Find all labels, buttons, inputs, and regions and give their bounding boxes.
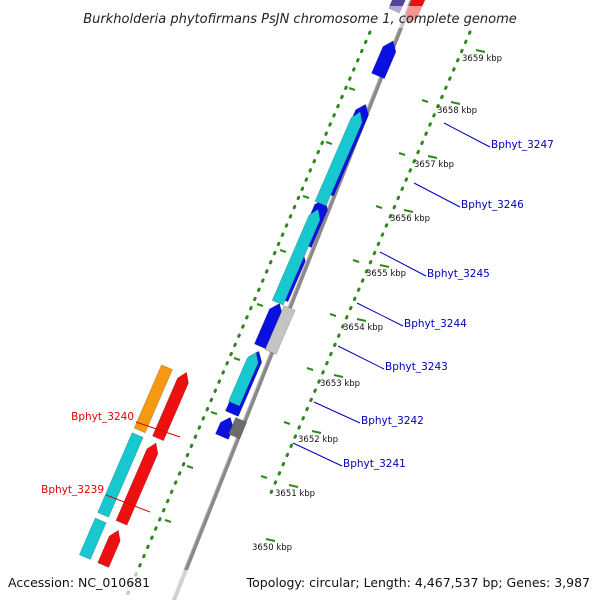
tick: 3654 kbp [343,318,383,333]
minor-tick [186,465,194,469]
minor-tick [279,249,287,253]
reverse-gene-arrow [78,517,107,560]
label-leader-line [292,442,343,467]
minor-tick [233,357,241,361]
minor-tick [256,303,264,307]
minor-tick [306,367,314,371]
gene-label: Bphyt_3240 [71,411,134,423]
label-leader-line [443,122,491,148]
tick-label: 3658 kbp [437,106,477,116]
gene-labels: Bphyt_3247 Bphyt_3246 Bphyt_3245 Bphyt_3244… [41,139,554,496]
minor-tick [164,519,172,523]
misc-feature-block [228,417,248,440]
label-leader-line [313,401,361,424]
tick: 3657 kbp [414,155,454,170]
label-leader-line [135,421,181,438]
reverse-gene-arrow [97,529,121,568]
tick-mark [427,155,438,159]
tick-mark [265,538,276,542]
minor-tick [210,411,218,415]
backbone-line [171,0,415,600]
pseudo-gene-block [264,305,296,355]
accession-text: Accession: NC_010681 [8,575,150,590]
tick: 3655 kbp [366,264,406,279]
minor-tick [352,259,360,263]
label-leader-line [337,345,385,370]
tick-mark [333,374,344,378]
tick-label: 3650 kbp [252,543,292,553]
label-leader-line [413,182,461,208]
gene-label: Bphyt_3244 [404,318,467,330]
gene-label: Bphyt_3247 [491,139,554,151]
tick: 3658 kbp [437,101,477,116]
footer-backdrop [0,570,600,600]
forward-gene-arrow [271,208,321,306]
reverse-gene-arrow [133,364,173,434]
tick-mark [450,101,461,105]
label-leader-line [356,302,404,327]
gene-label: Bphyt_3241 [343,458,406,470]
tick: 3653 kbp [320,374,360,389]
tick-mark [475,49,486,53]
minor-tick [302,195,310,199]
forward-gene-arrow [371,40,397,80]
tick-label: 3657 kbp [414,160,454,170]
gene-label: Bphyt_3246 [461,199,524,211]
minor-tick [325,141,333,145]
tick: 3652 kbp [298,430,338,445]
page-title: Burkholderia phytofirmans PsJN chromosom… [83,12,517,27]
label-leader-line [379,251,427,277]
tick-mark [311,430,322,434]
minor-tick [283,421,291,425]
tick-label: 3654 kbp [343,323,383,333]
gene-label: Bphyt_3245 [427,268,490,280]
tick-mark [379,264,390,268]
title-backdrop [60,6,540,28]
tick: 3656 kbp [390,209,430,224]
ruler-dots-left [123,30,372,600]
tick: 3651 kbp [275,484,315,499]
tick: 3650 kbp [252,538,292,553]
tick-mark [403,209,414,213]
tick-label: 3651 kbp [275,489,315,499]
minor-tick [398,152,406,156]
gene-label: Bphyt_3239 [41,484,104,496]
forward-gene-arrow [314,111,363,207]
ruler-dots-right [268,30,472,497]
tick-mark [356,318,367,322]
tick-marks: 3650 kbp 3651 kbp 3652 kbp 3653 kbp 3654 kbp… [164,49,502,553]
gene-features [78,0,426,568]
reverse-gene-arrow [152,371,189,442]
tick-label: 3652 kbp [298,435,338,445]
minor-tick [375,205,383,209]
label-leader-line [105,494,151,513]
forward-gene-arrow [228,351,259,407]
minor-tick [260,475,268,479]
tick-label: 3656 kbp [390,214,430,224]
tick-label: 3655 kbp [366,269,406,279]
tick-label: 3659 kbp [462,54,502,64]
minor-tick [421,99,429,103]
topology-text: Topology: circular; Length: 4,467,537 bp… [246,575,590,590]
gene-label: Bphyt_3242 [361,415,424,427]
reverse-gene-arrow [115,442,159,526]
minor-tick [348,87,356,91]
tick: 3659 kbp [462,49,502,64]
gene-label: Bphyt_3243 [385,361,448,373]
minor-tick [329,313,337,317]
label-leaders [105,122,491,513]
tick-mark [288,484,299,488]
tick-label: 3653 kbp [320,379,360,389]
